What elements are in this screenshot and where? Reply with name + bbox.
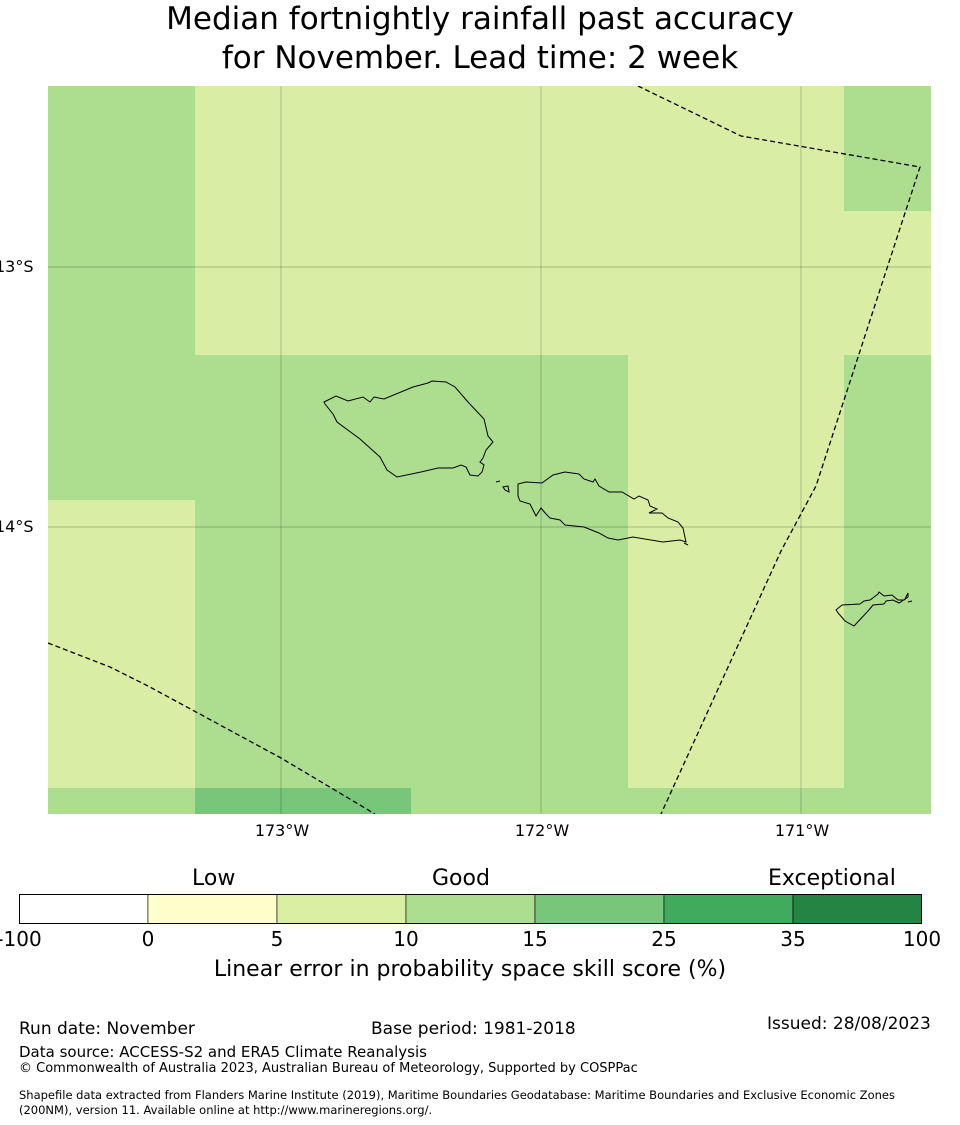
colorbar-segment-5 [534,894,665,924]
chart-title: Median fortnightly rainfall past accurac… [0,0,960,78]
islet-manono [495,480,501,483]
tick-label-15: 15 [522,927,548,951]
category-exceptional: Exceptional [768,866,896,891]
issued-date: Issued: 28/08/2023 [767,1014,931,1034]
maritime-boundaries [48,86,921,814]
lat-label-14s: 14°S [0,517,34,536]
base-period: Base period: 1981-2018 [371,1019,576,1039]
skill-map [48,86,931,814]
islet-aunuu [907,600,913,603]
colorbar-segment-3 [276,894,407,924]
colorbar-label: Linear error in probability space skill … [213,957,727,982]
category-good: Good [432,866,490,891]
lon-label-171w: 171°W [774,821,830,840]
map-canvas [48,86,931,814]
title-line-1: Median fortnightly rainfall past accurac… [166,1,794,37]
tick-label-10: 10 [393,927,419,951]
shapefile-credit-line-2: (200NM), version 11. Available online at… [19,1103,433,1117]
copyright: © Commonwealth of Australia 2023, Austra… [19,1061,638,1076]
data-source: Data source: ACCESS-S2 and ERA5 Climate … [19,1043,427,1061]
grid-cell-strong [195,788,411,814]
grid-cell-fair [628,355,844,788]
island-upolu [517,471,687,543]
title-line-2: for November. Lead time: 2 week [221,40,739,76]
tick-label-minus-100: -100 [0,927,42,951]
grid-cell-fair [195,86,844,355]
coastlines [323,380,913,627]
tick-label-0: 0 [141,927,155,951]
shapefile-credit-line-1: Shapefile data extracted from Flanders M… [19,1088,895,1102]
grid-cell-fair [48,500,195,788]
islet-apolima [502,485,510,493]
colorbar-segment-7 [792,894,922,924]
tick-label-100: 100 [902,927,942,951]
graticule [48,86,931,814]
colorbar-segment-4 [405,894,536,924]
colorbar [19,894,922,924]
colorbar-segment-2 [147,894,278,924]
lat-label-13s: 13°S [0,257,34,276]
eez-boundary-southwest [48,642,376,814]
eez-boundary-east [637,86,921,814]
island-savaii [323,380,494,478]
colorbar-frame [19,894,922,924]
category-low: Low [192,866,236,891]
tick-label-25: 25 [651,927,677,951]
run-date: Run date: November [19,1019,195,1039]
tick-label-5: 5 [270,927,284,951]
lon-label-173w: 173°W [254,821,310,840]
tick-label-35: 35 [780,927,806,951]
grid-cell-fair [844,211,931,355]
island-tutuila [835,591,909,627]
islet-nuutele [683,542,689,546]
colorbar-segment-6 [663,894,794,924]
lon-label-172w: 172°W [514,821,570,840]
colorbar-segment-1 [19,894,149,924]
